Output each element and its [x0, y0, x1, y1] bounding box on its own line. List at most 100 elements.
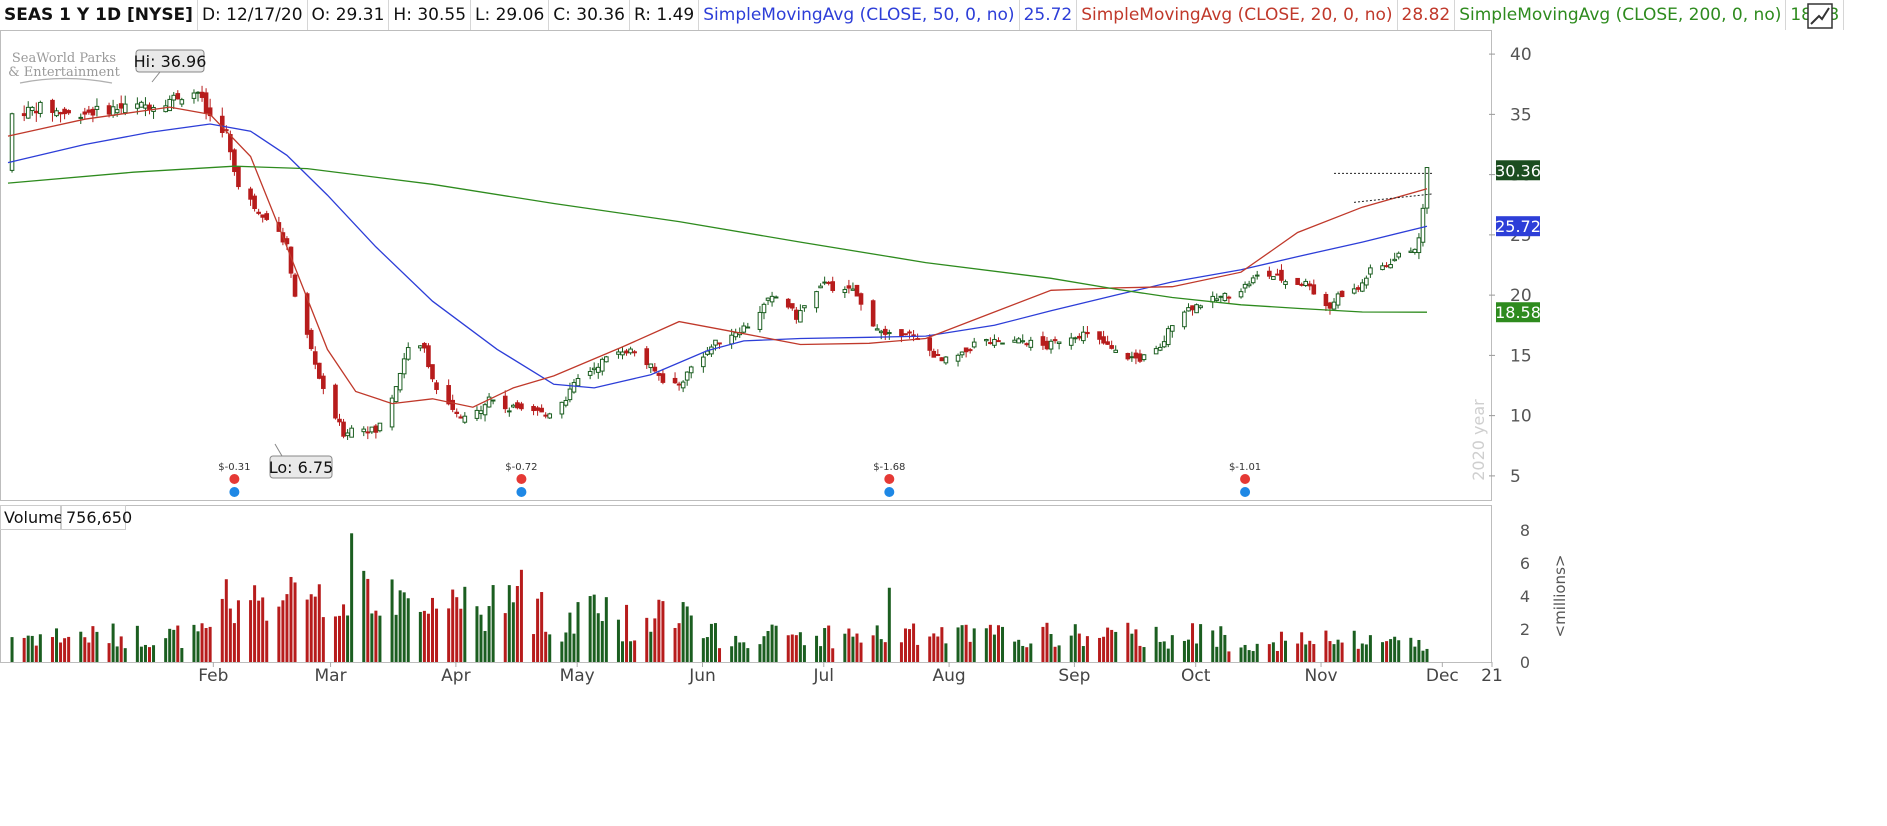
- candle-body: [1052, 339, 1058, 342]
- volume-bar: [1199, 624, 1203, 662]
- volume-bar: [228, 608, 232, 662]
- candle-body: [745, 326, 751, 329]
- volume-bar: [1271, 642, 1275, 662]
- candle-body: [1311, 284, 1317, 295]
- candle-body: [110, 106, 116, 116]
- volume-bar: [1308, 640, 1312, 662]
- x-tick-label: 21: [1481, 666, 1503, 686]
- candle-body: [959, 351, 965, 356]
- earnings-marker[interactable]: $-1.01: [1229, 462, 1261, 497]
- volume-bar: [487, 606, 491, 662]
- drawing-tool-icon[interactable]: [1807, 3, 1833, 29]
- candle-body: [482, 404, 488, 416]
- volume-bar: [172, 629, 176, 662]
- volume-bar: [1013, 641, 1017, 662]
- candle-body: [29, 106, 35, 112]
- candle-body: [1044, 340, 1050, 350]
- volume-bar: [1340, 642, 1344, 662]
- candle-body: [1157, 346, 1163, 351]
- candle-body: [1141, 354, 1147, 361]
- candle-body: [927, 337, 933, 351]
- candle-body: [996, 340, 1001, 343]
- volume-bar: [305, 599, 309, 662]
- candle-body: [1388, 264, 1393, 269]
- volume-bar: [1186, 639, 1190, 662]
- volume-bar: [1352, 630, 1356, 662]
- candle-body: [729, 334, 734, 345]
- volume-bar: [1029, 643, 1033, 662]
- candle-body: [511, 404, 516, 408]
- candle-body: [701, 356, 706, 368]
- sma50-label: SimpleMovingAvg (CLOSE, 50, 0, no): [699, 0, 1020, 30]
- volume-bar: [370, 613, 374, 662]
- candle-body: [850, 288, 856, 291]
- volume-bar: [1049, 634, 1053, 662]
- volume-panel-frame: [0, 505, 1492, 663]
- volume-label-box: [0, 505, 61, 530]
- high-annotation: Hi: 36.96: [134, 49, 206, 83]
- candle-body: [971, 341, 977, 348]
- candle-body: [1186, 307, 1191, 312]
- candle-body: [486, 396, 492, 408]
- candle-body: [1101, 336, 1106, 344]
- candle-body: [943, 356, 949, 364]
- candle-body: [1283, 281, 1288, 285]
- earnings-marker[interactable]: $-0.72: [505, 462, 538, 497]
- volume-bar: [742, 642, 746, 662]
- volume-bar: [313, 596, 317, 662]
- price-tick-label: 40: [1510, 45, 1532, 65]
- candle-body: [207, 107, 213, 117]
- candle-body: [939, 357, 945, 362]
- candle-body: [1000, 342, 1005, 345]
- sma20-line: [7, 106, 1428, 408]
- candle-body: [195, 91, 201, 94]
- volume-bar: [67, 636, 71, 662]
- volume-bar: [968, 641, 972, 662]
- candle-body: [393, 386, 399, 403]
- candle-body: [219, 115, 225, 133]
- candle-body: [401, 358, 407, 375]
- candle-body: [1364, 277, 1369, 286]
- volume-bar: [916, 644, 920, 662]
- candle-body: [1040, 336, 1046, 346]
- volume-bar: [1041, 626, 1045, 662]
- volume-bar: [447, 608, 451, 662]
- candle-body: [82, 111, 88, 115]
- candle-body: [86, 109, 92, 113]
- volume-bar: [152, 645, 156, 662]
- volume-bar: [406, 598, 410, 662]
- volume-bar: [1312, 644, 1316, 662]
- volume-bar: [1162, 641, 1166, 662]
- candle-body: [490, 399, 496, 402]
- volume-bar: [1069, 635, 1073, 662]
- volume-bar: [1421, 650, 1425, 662]
- volume-bar: [734, 635, 738, 662]
- candle-body: [680, 381, 686, 389]
- volume-value: 756,650: [66, 508, 132, 527]
- candle-body: [1424, 167, 1430, 209]
- candle-body: [1299, 283, 1304, 286]
- candle-body: [163, 105, 168, 113]
- earnings-marker[interactable]: $-0.31: [218, 462, 251, 497]
- candle-body: [1161, 341, 1167, 348]
- volume-bar: [55, 628, 59, 662]
- volume-bar: [819, 646, 823, 662]
- volume-tick-label: 4: [1520, 587, 1530, 606]
- candle-body: [418, 345, 423, 349]
- x-tick-label: Oct: [1181, 666, 1211, 686]
- x-tick-label: Dec: [1426, 666, 1459, 686]
- volume-bar: [620, 641, 624, 662]
- volume-bar: [596, 613, 600, 662]
- volume-bar: [936, 636, 940, 662]
- volume-bar: [1057, 645, 1061, 662]
- candle-body: [38, 101, 43, 114]
- volume-bar: [1328, 641, 1332, 662]
- volume-tick-label: 6: [1520, 554, 1530, 573]
- candle-body: [106, 105, 112, 115]
- badge-value: 25.72: [1495, 217, 1541, 236]
- volume-bar: [123, 648, 127, 662]
- earnings-marker[interactable]: $-1.68: [873, 462, 905, 497]
- volume-bar: [398, 590, 402, 662]
- candle-body: [935, 354, 941, 357]
- volume-bar: [1138, 645, 1142, 662]
